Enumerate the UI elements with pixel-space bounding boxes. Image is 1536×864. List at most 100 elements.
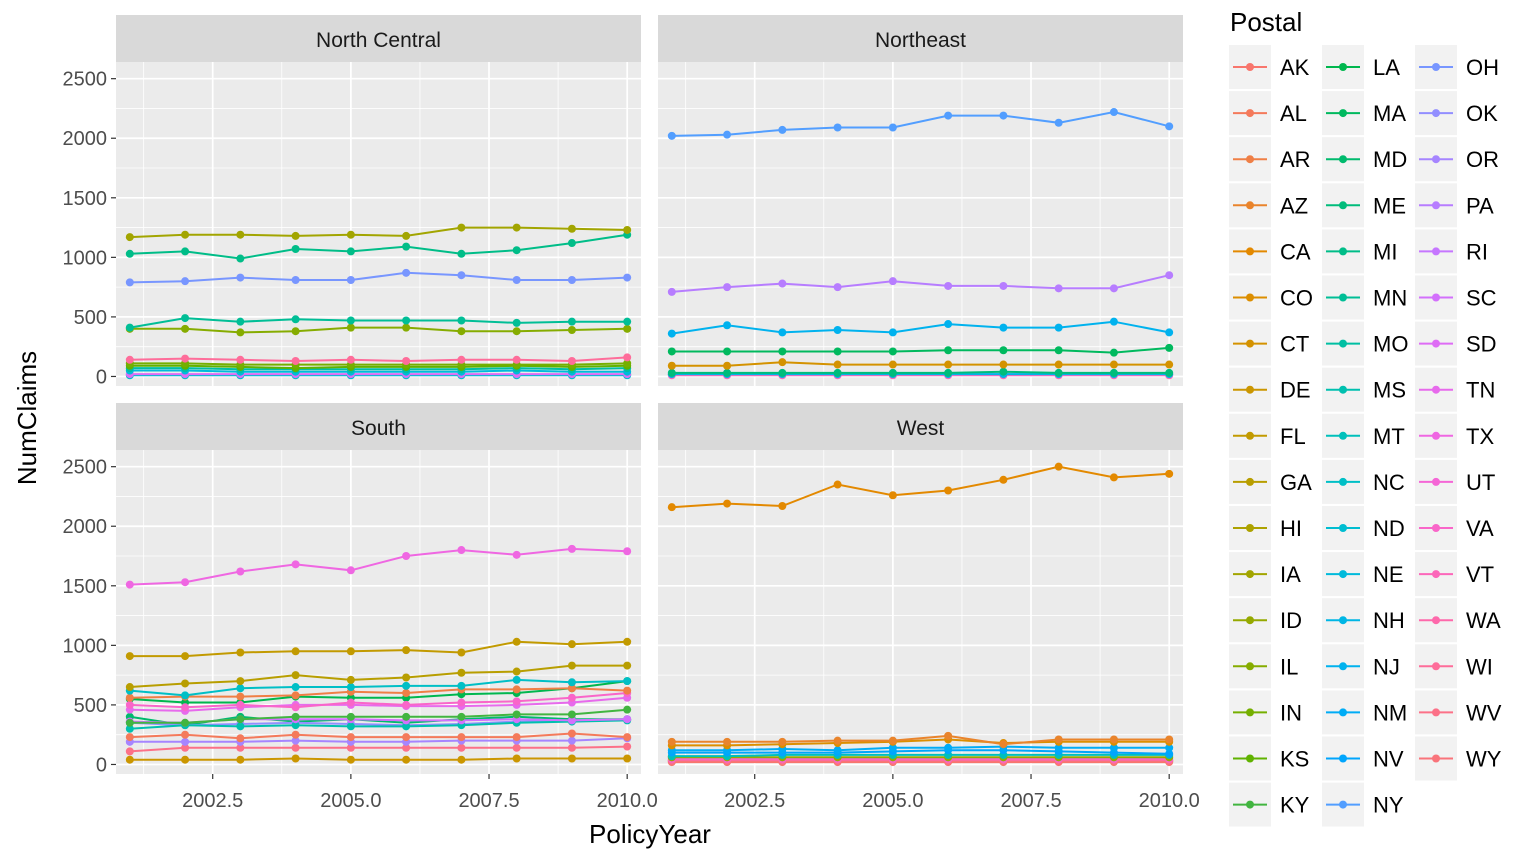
legend-label: OR bbox=[1466, 147, 1499, 172]
legend-key-point bbox=[1432, 339, 1440, 348]
legend-key-point bbox=[1339, 247, 1347, 256]
series-line bbox=[671, 320, 1170, 335]
data-point bbox=[1165, 328, 1174, 337]
legend-key-point bbox=[1246, 201, 1254, 210]
data-point bbox=[291, 327, 300, 336]
data-point bbox=[567, 326, 576, 335]
data-point bbox=[888, 368, 897, 377]
data-point bbox=[181, 691, 190, 700]
legend-entry-me: ME bbox=[1322, 183, 1406, 228]
series-fl bbox=[125, 637, 632, 661]
data-point bbox=[402, 689, 411, 697]
legend-entry-hi: HI bbox=[1229, 506, 1302, 550]
data-point bbox=[512, 743, 521, 752]
data-point bbox=[346, 323, 355, 332]
data-point bbox=[623, 715, 632, 724]
legend-key-point bbox=[1246, 109, 1254, 118]
legend-entry-ny: NY bbox=[1322, 782, 1404, 827]
facet-strip-label: West bbox=[897, 417, 945, 440]
data-point bbox=[567, 239, 576, 248]
data-point bbox=[402, 673, 411, 682]
series-line bbox=[129, 233, 628, 260]
data-point bbox=[291, 245, 300, 254]
data-point bbox=[1165, 122, 1174, 131]
series-ga bbox=[125, 661, 632, 692]
data-point bbox=[125, 323, 134, 332]
legend-label: FL bbox=[1280, 424, 1306, 449]
data-point bbox=[1109, 743, 1118, 752]
legend-entry-de: DE bbox=[1229, 367, 1311, 412]
data-point bbox=[833, 326, 842, 335]
data-point bbox=[623, 637, 632, 646]
data-point bbox=[125, 747, 134, 756]
data-point bbox=[1054, 323, 1063, 332]
legend-entry-ri: RI bbox=[1415, 229, 1488, 274]
legend-label: IN bbox=[1280, 700, 1302, 725]
panel-background bbox=[658, 62, 1183, 386]
legend-label: CT bbox=[1280, 332, 1309, 357]
data-point bbox=[402, 356, 411, 365]
data-point bbox=[346, 647, 355, 656]
legend-label: NE bbox=[1373, 562, 1404, 587]
data-point bbox=[944, 743, 953, 752]
data-point bbox=[778, 501, 787, 510]
data-point bbox=[567, 736, 576, 745]
legend-entry-ks: KS bbox=[1229, 736, 1309, 781]
data-point bbox=[236, 230, 245, 239]
data-point bbox=[181, 730, 190, 739]
data-point bbox=[457, 698, 466, 707]
legend-label: AK bbox=[1280, 55, 1310, 80]
data-point bbox=[346, 743, 355, 752]
data-point bbox=[1054, 368, 1063, 377]
data-point bbox=[1165, 743, 1174, 752]
data-point bbox=[623, 677, 632, 686]
legend-label: AR bbox=[1280, 147, 1311, 172]
data-point bbox=[1109, 360, 1118, 369]
series-line bbox=[129, 271, 628, 284]
legend-label: SC bbox=[1466, 286, 1497, 311]
series-me bbox=[667, 367, 1174, 377]
legend-key-point bbox=[1339, 63, 1347, 71]
y-axis-title: NumClaims bbox=[12, 351, 42, 485]
data-point bbox=[1054, 118, 1063, 127]
data-point bbox=[291, 743, 300, 752]
legend-entry-ma: MA bbox=[1322, 91, 1406, 136]
data-point bbox=[567, 317, 576, 326]
legend-entry-co: CO bbox=[1229, 275, 1313, 320]
facet-strip-label: Northeast bbox=[875, 29, 966, 52]
data-point bbox=[236, 692, 245, 701]
data-point bbox=[778, 328, 787, 337]
series-nc bbox=[125, 675, 632, 700]
data-point bbox=[181, 755, 190, 764]
series-line bbox=[671, 465, 1170, 509]
legend-key-point bbox=[1432, 63, 1440, 71]
series-mn bbox=[125, 314, 632, 332]
data-point bbox=[1054, 284, 1063, 293]
data-point bbox=[1165, 368, 1174, 377]
data-point bbox=[1109, 735, 1118, 744]
series-line bbox=[129, 226, 628, 239]
y-tick-label: 500 bbox=[74, 307, 107, 329]
data-point bbox=[623, 547, 632, 556]
data-point bbox=[1165, 343, 1174, 352]
legend-entry-fl: FL bbox=[1229, 413, 1306, 458]
series-line bbox=[671, 753, 1170, 758]
data-point bbox=[125, 718, 134, 727]
legend-entry-ms: MS bbox=[1322, 367, 1406, 412]
data-point bbox=[291, 671, 300, 680]
facet-strip bbox=[658, 403, 1183, 450]
panel-background bbox=[116, 62, 641, 386]
legend-entry-mo: MO bbox=[1322, 321, 1408, 366]
data-point bbox=[833, 123, 842, 132]
series-line bbox=[129, 696, 628, 712]
legend-entry-nh: NH bbox=[1322, 598, 1405, 643]
x-tick-label: 2010.0 bbox=[1139, 790, 1200, 812]
data-point bbox=[888, 277, 897, 286]
data-point bbox=[402, 646, 411, 655]
data-point bbox=[402, 722, 411, 731]
legend-key-point bbox=[1339, 339, 1347, 348]
legend-entry-nc: NC bbox=[1322, 459, 1405, 504]
data-point bbox=[457, 712, 466, 721]
data-point bbox=[236, 677, 245, 686]
data-point bbox=[999, 740, 1008, 749]
